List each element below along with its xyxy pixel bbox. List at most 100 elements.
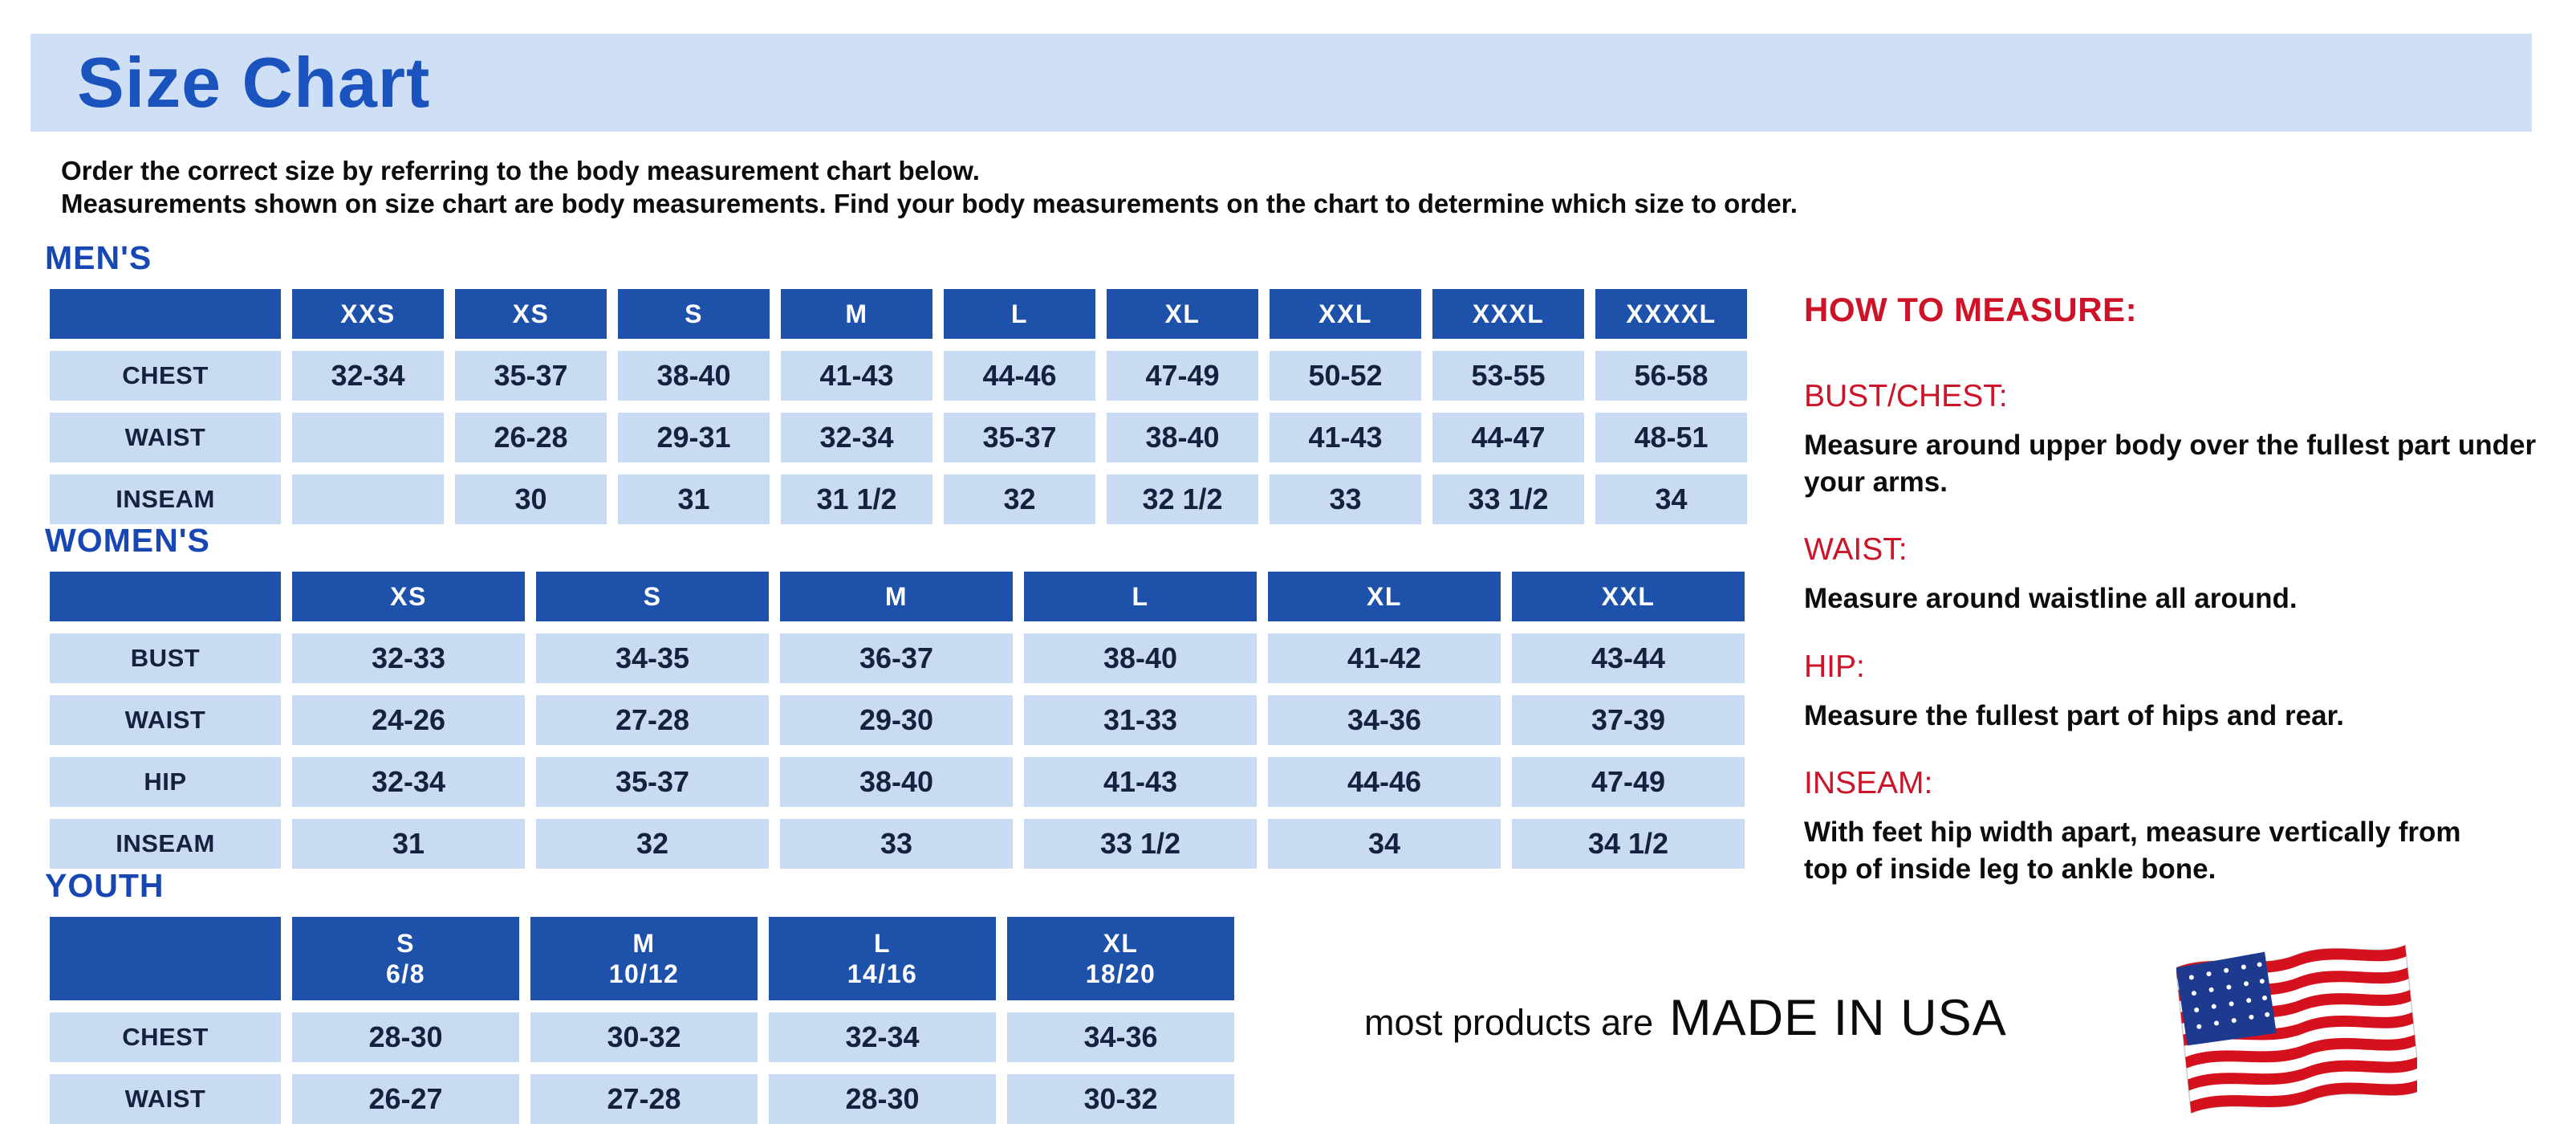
title-banner: Size Chart	[30, 34, 2532, 132]
how-to-measure-panel: HOW TO MEASURE: BUST/CHEST: Measure arou…	[1804, 291, 2566, 887]
data-cell: 34-36	[1268, 695, 1501, 745]
measure-text-inseam: With feet hip width apart, measure verti…	[1804, 816, 2461, 885]
row-label-cell: WAIST	[50, 1074, 281, 1124]
data-cell: 34-35	[536, 633, 769, 683]
row-label-cell: INSEAM	[50, 474, 281, 524]
data-cell: 41-43	[781, 351, 932, 401]
data-cell: 26-27	[292, 1074, 519, 1124]
column-header-cell: XL	[1107, 289, 1258, 339]
data-cell: 34	[1595, 474, 1747, 524]
data-cell: 33 1/2	[1024, 819, 1257, 869]
data-cell: 44-46	[1268, 757, 1501, 807]
data-cell: 47-49	[1512, 757, 1745, 807]
measure-text-waist: Measure around waistline all around.	[1804, 583, 2298, 614]
column-header-cell: S 6/8	[292, 917, 519, 1000]
data-cell: 43-44	[1512, 633, 1745, 683]
data-cell: 33	[1270, 474, 1421, 524]
data-cell	[292, 413, 444, 462]
mens-section-heading: MEN'S	[45, 239, 152, 276]
column-header-cell: S	[618, 289, 770, 339]
measure-text-bust-chest: Measure around upper body over the fulle…	[1804, 430, 2537, 498]
data-cell: 30-32	[1007, 1074, 1234, 1124]
row-label-cell: WAIST	[50, 695, 281, 745]
row-label-cell: CHEST	[50, 1012, 281, 1062]
corner-header-cell	[50, 289, 281, 339]
intro-line-2: Measurements shown on size chart are bod…	[61, 189, 1798, 219]
data-cell	[292, 474, 444, 524]
data-cell: 30-32	[530, 1012, 758, 1062]
measure-label-bust-chest: BUST/CHEST:	[1804, 379, 2008, 413]
column-header-cell: M 10/12	[530, 917, 758, 1000]
data-cell: 41-42	[1268, 633, 1501, 683]
data-cell: 34	[1268, 819, 1501, 869]
data-cell: 56-58	[1595, 351, 1747, 401]
column-header-cell: S	[536, 572, 769, 621]
intro-line-1: Order the correct size by referring to t…	[61, 156, 980, 185]
data-cell: 38-40	[1024, 633, 1257, 683]
corner-header-cell	[50, 572, 281, 621]
data-cell: 48-51	[1595, 413, 1747, 462]
data-cell: 35-37	[455, 351, 607, 401]
column-header-cell: XXS	[292, 289, 444, 339]
row-label-cell: WAIST	[50, 413, 281, 462]
data-cell: 32	[536, 819, 769, 869]
row-label-cell: HIP	[50, 757, 281, 807]
column-header-cell: XXXL	[1432, 289, 1584, 339]
data-cell: 29-30	[780, 695, 1013, 745]
data-cell: 32-34	[769, 1012, 996, 1062]
column-header-cell: L 14/16	[769, 917, 996, 1000]
data-cell: 41-43	[1024, 757, 1257, 807]
row-label-cell: BUST	[50, 633, 281, 683]
column-header-cell: XS	[292, 572, 525, 621]
womens-size-table: XS S M L XL XXL BUST 32-33 34-35 36-37 38-40 41-42 4…	[50, 572, 1745, 869]
data-cell: 35-37	[536, 757, 769, 807]
made-in-usa-prefix: most products are	[1364, 1002, 1654, 1043]
data-cell: 38-40	[780, 757, 1013, 807]
data-cell: 27-28	[530, 1074, 758, 1124]
data-cell: 32-34	[292, 757, 525, 807]
us-flag-icon	[2176, 940, 2417, 1118]
data-cell: 53-55	[1432, 351, 1584, 401]
column-header-cell: L	[1024, 572, 1257, 621]
data-cell: 28-30	[769, 1074, 996, 1124]
column-header-cell: XS	[455, 289, 607, 339]
data-cell: 36-37	[780, 633, 1013, 683]
data-cell: 34 1/2	[1512, 819, 1745, 869]
data-cell: 26-28	[455, 413, 607, 462]
data-cell: 30	[455, 474, 607, 524]
data-cell: 34-36	[1007, 1012, 1234, 1062]
data-cell: 33 1/2	[1432, 474, 1584, 524]
row-label-cell: CHEST	[50, 351, 281, 401]
measure-label-hip: HIP:	[1804, 649, 1865, 684]
mens-size-table: XXS XS S M L XL XXL XXXL XXXXL CHEST 32-34 35-37 38-…	[50, 289, 1747, 524]
data-cell: 44-46	[944, 351, 1095, 401]
column-header-cell: XXXXL	[1595, 289, 1747, 339]
column-header-cell: XL	[1268, 572, 1501, 621]
data-cell: 38-40	[618, 351, 770, 401]
youth-size-table: S 6/8 M 10/12 L 14/16 XL 18/20 CHEST 28-30 30-…	[50, 917, 1234, 1124]
data-cell: 29-31	[618, 413, 770, 462]
data-cell: 31	[292, 819, 525, 869]
data-cell: 47-49	[1107, 351, 1258, 401]
data-cell: 37-39	[1512, 695, 1745, 745]
column-header-cell: L	[944, 289, 1095, 339]
data-cell: 44-47	[1432, 413, 1584, 462]
data-cell: 33	[780, 819, 1013, 869]
column-header-cell: M	[781, 289, 932, 339]
measure-label-waist: WAIST:	[1804, 532, 1908, 567]
data-cell: 31	[618, 474, 770, 524]
data-cell: 41-43	[1270, 413, 1421, 462]
how-to-measure-heading: HOW TO MEASURE:	[1804, 291, 2138, 328]
data-cell: 35-37	[944, 413, 1095, 462]
column-header-cell: M	[780, 572, 1013, 621]
womens-section-heading: WOMEN'S	[45, 522, 210, 559]
data-cell: 32-34	[781, 413, 932, 462]
made-in-usa-text: MADE IN USA	[1669, 990, 2007, 1046]
data-cell: 38-40	[1107, 413, 1258, 462]
data-cell: 32	[944, 474, 1095, 524]
data-cell: 27-28	[536, 695, 769, 745]
data-cell: 32 1/2	[1107, 474, 1258, 524]
page-title: Size Chart	[77, 43, 431, 122]
data-cell: 32-33	[292, 633, 525, 683]
youth-section-heading: YOUTH	[45, 867, 165, 904]
